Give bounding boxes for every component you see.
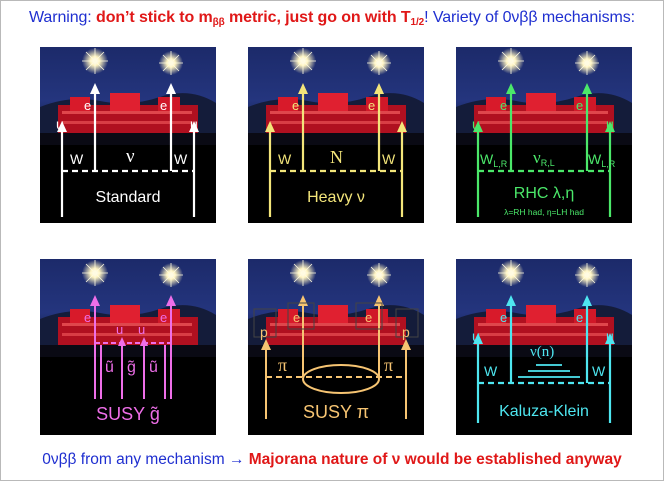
diagram-rhc bbox=[456, 47, 632, 217]
diagram-heavy-nu bbox=[248, 47, 424, 217]
panel-title-susy-gluino: SUSY g̃ bbox=[96, 404, 160, 424]
label-e-left: e bbox=[293, 310, 301, 325]
label-u-left: u bbox=[472, 116, 480, 132]
panel-susy-pi: p p e e π π SUSY π bbox=[248, 259, 424, 435]
w-left-text: W bbox=[480, 151, 494, 167]
panel-susy-gluino: e e u u ũ g̃ ũ SUSY g̃ bbox=[40, 259, 216, 435]
label-e-left: e bbox=[292, 98, 300, 113]
panel-title-heavy-nu: Heavy ν bbox=[307, 189, 365, 206]
label-e-right: e bbox=[160, 98, 168, 113]
label-e-left: e bbox=[500, 98, 508, 113]
label-w-right: W bbox=[592, 363, 606, 379]
panel-standard: u u e e W W ν Standard bbox=[40, 47, 216, 223]
t-subscript: 1/2 bbox=[410, 17, 425, 28]
panel-rhc: u u e e WL,R WL,R νR,L RHC λ,η λ=RH had,… bbox=[456, 47, 632, 223]
label-w-left: W bbox=[278, 151, 292, 167]
label-gluino: g̃ bbox=[127, 359, 136, 376]
label-u-left: u bbox=[472, 328, 480, 344]
rhc-note: λ=RH had, η=LH had bbox=[504, 207, 584, 217]
diagram-kaluza-klein bbox=[456, 259, 632, 423]
label-w-right: W bbox=[382, 151, 396, 167]
slide-headline: Warning: don’t stick to mββ metric, just… bbox=[0, 9, 664, 28]
label-w-right: WL,R bbox=[588, 152, 615, 169]
panel-heavy-nu: e e W W N Heavy ν bbox=[248, 47, 424, 223]
m-subscript: ββ bbox=[212, 17, 225, 28]
label-p-right: p bbox=[402, 324, 410, 340]
panel-kaluza-klein: u u e e W W ν(n) Kaluza-Klein bbox=[456, 259, 632, 435]
label-p-left: p bbox=[260, 324, 268, 340]
label-u-inner-right: u bbox=[138, 322, 146, 337]
label-w-right: W bbox=[174, 151, 188, 167]
nu-text: ν bbox=[533, 148, 541, 167]
label-e-left: e bbox=[84, 98, 92, 113]
warning-strong: don’t stick to mββ metric, just go on wi… bbox=[96, 9, 425, 28]
label-w-left: WL,R bbox=[480, 152, 507, 169]
panel-title-kaluza-klein: Kaluza-Klein bbox=[499, 403, 589, 420]
diagram-susy-gluino bbox=[40, 259, 216, 399]
label-pi-left: π bbox=[278, 355, 288, 375]
label-e-right: e bbox=[365, 310, 373, 325]
warning-label: Warning: bbox=[29, 9, 92, 26]
slide-footer: 0νββ from any mechanism → Majorana natur… bbox=[0, 451, 664, 469]
w-left-sub: L,R bbox=[493, 159, 508, 169]
nu-sub: R,L bbox=[540, 158, 555, 168]
label-e-right: e bbox=[576, 310, 584, 325]
label-w-left: W bbox=[484, 363, 498, 379]
label-nu: ν bbox=[126, 146, 135, 167]
label-e-left: e bbox=[500, 310, 508, 325]
footer-strong: Majorana nature of ν would be establishe… bbox=[248, 451, 622, 468]
label-e-right: e bbox=[368, 98, 376, 113]
label-u-right: u bbox=[606, 116, 614, 132]
diagram-susy-pi bbox=[248, 259, 424, 419]
arrow-right-icon: → bbox=[228, 451, 245, 468]
label-heavy-n: N bbox=[330, 147, 343, 167]
panel-title-standard: Standard bbox=[95, 189, 161, 206]
label-e-right: e bbox=[160, 310, 168, 325]
w-right-sub: L,R bbox=[601, 159, 616, 169]
warning-strong-text: don’t stick to m bbox=[96, 9, 213, 26]
w-right-text: W bbox=[588, 151, 602, 167]
label-squark-right: ũ bbox=[149, 359, 158, 376]
footer-lead: 0νββ from any mechanism bbox=[42, 451, 225, 468]
warning-strong-text-2: metric, just go on with T bbox=[224, 9, 411, 26]
label-pi-right: π bbox=[384, 355, 394, 375]
label-w-left: W bbox=[70, 151, 84, 167]
panel-title-rhc: RHC λ,η bbox=[513, 185, 575, 202]
label-e-left: e bbox=[84, 310, 92, 325]
label-u-right: u bbox=[606, 328, 614, 344]
label-u-left: u bbox=[56, 116, 64, 132]
diagram-standard bbox=[40, 47, 216, 217]
label-u-inner-left: u bbox=[116, 322, 124, 337]
panel-title-susy-pi: SUSY π bbox=[302, 402, 370, 422]
label-kk-nu: ν(n) bbox=[530, 344, 555, 360]
warning-tail: ! Variety of 0νββ mechanisms: bbox=[424, 9, 635, 26]
label-nu-rl: νR,L bbox=[533, 149, 555, 168]
label-squark-left: ũ bbox=[105, 359, 114, 376]
label-u-right: u bbox=[190, 116, 198, 132]
label-e-right: e bbox=[576, 98, 584, 113]
